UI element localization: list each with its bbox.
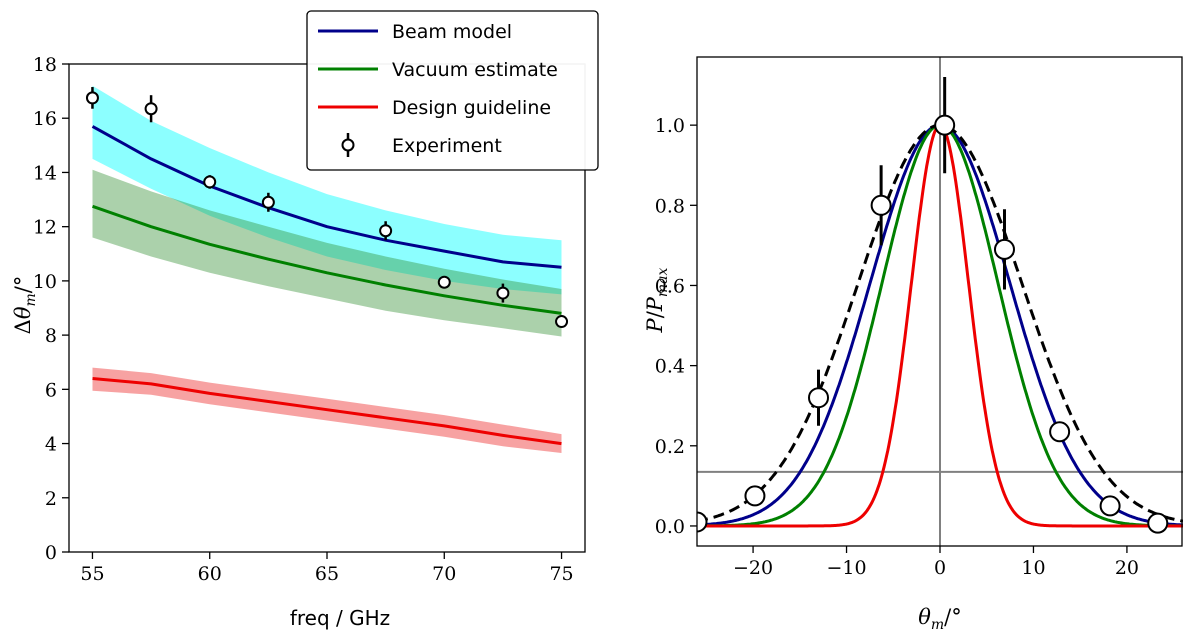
x-tick-label: 75 [549, 563, 573, 585]
experiment-point [261, 192, 275, 212]
left-chart: 55 60 65 70 75 0 2 4 6 8 10 12 14 16 18 freq / GHz Δθ… [11, 54, 586, 630]
x-tick-label: 10 [1021, 557, 1045, 579]
y-tick-label: 0 [45, 542, 57, 564]
data-point [437, 275, 451, 289]
right-y-ticks: 0.0 0.2 0.4 0.6 0.8 1.0 [655, 115, 697, 538]
experiment-point [85, 87, 99, 109]
band-beam-model [92, 85, 562, 295]
left-y-ticks: 0 2 4 6 8 10 12 14 16 18 [33, 54, 69, 564]
left-experiment-points [85, 87, 569, 329]
right-experiment-points [697, 77, 1169, 534]
y-tick-label: 12 [33, 217, 57, 239]
experiment-point [934, 77, 956, 174]
x-tick-label: 20 [1115, 557, 1139, 579]
legend-marker [341, 138, 355, 152]
y-tick-label: 0.2 [655, 436, 685, 458]
experiment-point [1147, 512, 1169, 534]
legend: Beam model Vacuum estimate Design guidelin… [306, 10, 599, 171]
right-y-axis-label: P/Pmax [643, 267, 671, 333]
data-point [261, 195, 275, 209]
x-tick-label: 70 [432, 563, 456, 585]
y-tick-label: 0.6 [655, 275, 685, 297]
x-tick-label: 60 [198, 563, 222, 585]
right-x-ticks: −20 −10 0 10 20 [733, 546, 1139, 579]
y-tick-label: 0.8 [655, 195, 685, 217]
right-x-axis-label: θm/° [918, 605, 962, 630]
left-y-axis-label: Δθm/° [11, 276, 39, 335]
legend-entry: Design guideline [318, 97, 551, 119]
experiment-point [144, 95, 158, 123]
left-x-ticks: 55 60 65 70 75 [80, 552, 574, 585]
y-tick-label: 1.0 [655, 115, 685, 137]
data-point [144, 102, 158, 116]
y-tick-label: 4 [45, 434, 57, 456]
experiment-point [697, 511, 708, 533]
left-x-axis-label: freq / GHz [290, 606, 390, 630]
y-tick-label: 0.4 [655, 356, 685, 378]
data-point [1099, 495, 1121, 517]
right-chart: −20 −10 0 10 20 0.0 0.2 0.4 0.6 0.8 1.0 θm/° P/Pm… [643, 56, 1183, 630]
experiment-point [379, 221, 393, 241]
x-tick-label: 65 [315, 563, 339, 585]
y-tick-label: 0.0 [655, 516, 685, 538]
x-tick-label: −20 [733, 557, 773, 579]
data-point [1049, 421, 1071, 443]
y-tick-label: 8 [45, 325, 57, 347]
data-point [993, 238, 1015, 260]
x-tick-label: −10 [826, 557, 866, 579]
experiment-point [203, 175, 217, 189]
data-point [496, 286, 510, 300]
x-tick-label: 0 [934, 557, 946, 579]
data-point [379, 224, 393, 238]
legend-entry: Vacuum estimate [318, 59, 558, 81]
legend-entry: Beam model [318, 21, 512, 43]
experiment-point [870, 165, 892, 246]
data-point [934, 114, 956, 136]
data-point [808, 387, 829, 409]
y-tick-label: 14 [33, 162, 57, 184]
experiment-point [744, 485, 766, 507]
y-tick-label: 2 [45, 488, 57, 510]
data-point [85, 91, 99, 105]
left-model-lines [91, 125, 562, 446]
experiment-point [1099, 495, 1121, 517]
y-tick-label: 18 [33, 54, 57, 76]
data-point [870, 194, 892, 216]
line-design-guideline [92, 377, 562, 446]
y-tick-label: 10 [33, 271, 57, 293]
experiment-point [437, 275, 451, 289]
experiment-point [808, 369, 829, 426]
line-vacuum-estimate [92, 204, 562, 315]
legend-label: Beam model [392, 21, 512, 43]
y-tick-label: 16 [33, 108, 57, 130]
line-beam-model [91, 125, 562, 269]
experiment-point [496, 283, 510, 303]
experiment-point [993, 209, 1015, 290]
data-point [555, 315, 569, 329]
y-tick-label: 6 [45, 379, 57, 401]
legend-label: Design guideline [392, 97, 551, 119]
legend-entry: Experiment [341, 133, 502, 157]
legend-label: Experiment [392, 135, 502, 157]
experiment-point [555, 315, 569, 329]
data-point [697, 511, 708, 533]
experiment-point [1049, 421, 1071, 443]
data-point [1147, 512, 1169, 534]
data-point [744, 485, 766, 507]
legend-label: Vacuum estimate [392, 59, 558, 81]
data-point [203, 175, 217, 189]
x-tick-label: 55 [80, 563, 104, 585]
legend-box [306, 10, 599, 171]
